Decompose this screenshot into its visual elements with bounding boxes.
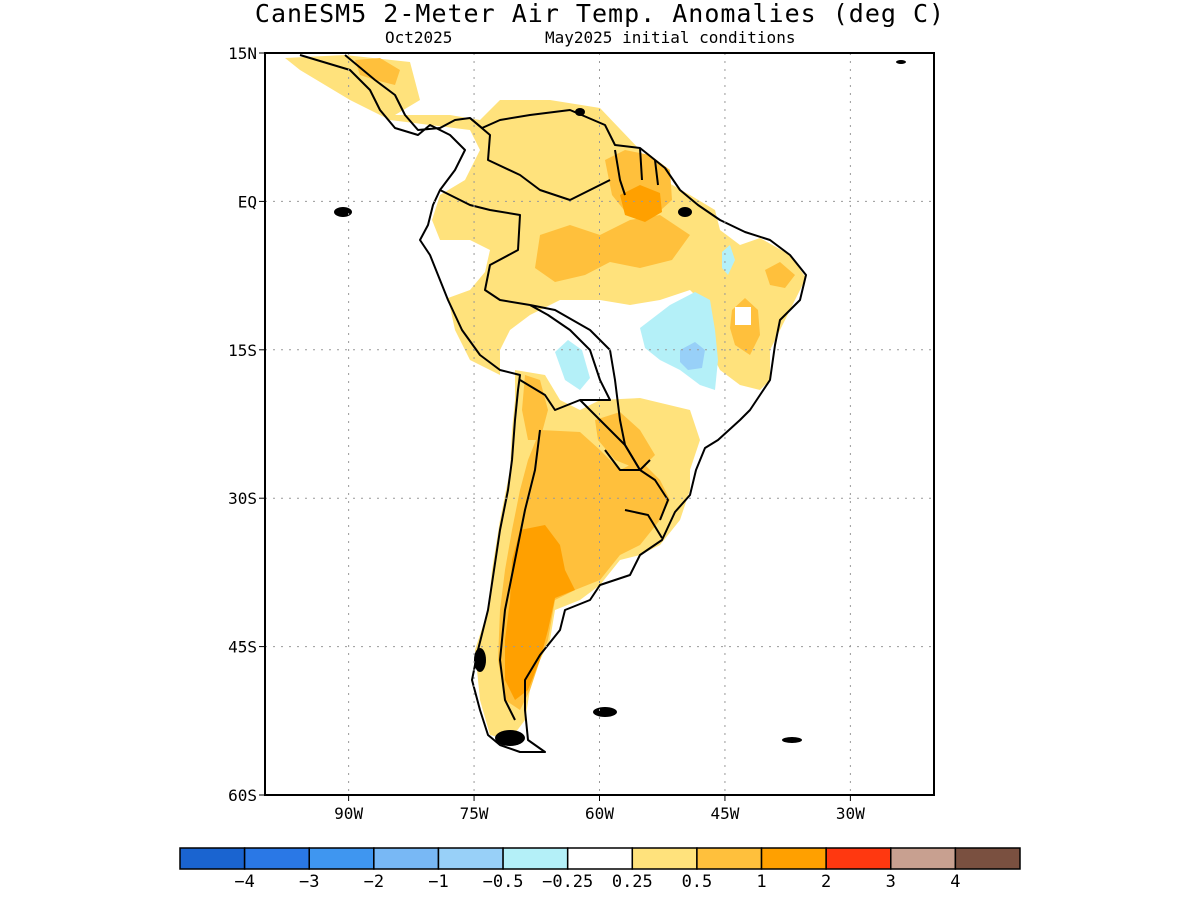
colorbar-label: 2 (821, 872, 831, 892)
colorbar-swatch (954, 847, 1021, 870)
lon-tick-label: 75W (460, 804, 489, 823)
anomaly-region-cool-bolivia (555, 340, 590, 390)
anomaly-region-cold-core (680, 342, 705, 370)
anomaly-region-caribbean (355, 58, 400, 85)
border-argentina-chile (499, 429, 541, 721)
anomaly-region-cool-central (640, 292, 718, 390)
lat-tick-label: 15S (228, 341, 257, 360)
island-tierra-del-fuego (495, 730, 525, 746)
colorbar-swatch (696, 847, 763, 870)
colorbar-swatch (825, 847, 892, 870)
colorbar-label: −2 (364, 872, 384, 892)
island-galapagos (334, 207, 352, 217)
lon-tick-label: 30W (836, 804, 865, 823)
map-frame (264, 52, 935, 796)
lat-tick-label: 45S (228, 638, 257, 657)
island-trinidad (575, 108, 585, 116)
colorbar: −4 −3 −2 −1 −0.5 −0.25 0.25 0.5 1 2 3 4 (179, 847, 1021, 892)
colorbar-swatch (566, 847, 634, 870)
anomaly-region-amapa (620, 185, 662, 222)
colorbar-label: −0.5 (483, 872, 524, 892)
colorbar-swatch (760, 847, 827, 870)
lat-tick-label: 15N (228, 44, 257, 63)
coastline-south-america (299, 54, 807, 753)
colorbar-label: 0.5 (682, 872, 713, 892)
forecast-month: Oct2025 (385, 28, 453, 47)
anomaly-region-cool-ceara (722, 245, 735, 275)
colorbar-swatch (179, 847, 246, 870)
colorbar-label: 4 (950, 872, 960, 892)
anomaly-region-amazon (535, 215, 690, 282)
colorbar-label: 3 (886, 872, 896, 892)
colorbar-swatch (890, 847, 957, 870)
island-south-georgia (782, 737, 802, 743)
anomaly-region-patagonia (505, 525, 575, 700)
map-title: CanESM5 2-Meter Air Temp. Anomalies (deg… (254, 0, 946, 28)
lat-tick-label: EQ (238, 192, 257, 211)
anomaly-region-northeast-brazil (765, 262, 795, 288)
lon-tick-label: 60W (585, 804, 614, 823)
coastlines (299, 54, 807, 753)
axis-labels: 15N EQ 15S 30S 45S 60S 90W 75W 60W 45W 30W (228, 44, 865, 823)
colorbar-label: 1 (756, 872, 766, 892)
border-andes (439, 189, 531, 306)
colorbar-swatch (308, 847, 375, 870)
island-chiloe (474, 648, 486, 672)
border-paraguay (579, 399, 641, 471)
initial-conditions-label: May2025 initial conditions (545, 28, 796, 47)
islands (334, 60, 906, 746)
border-guianas (614, 147, 659, 196)
border-peru-bolivia (519, 304, 611, 411)
lon-tick-label: 45W (710, 804, 739, 823)
colorbar-label: −1 (428, 872, 448, 892)
anomaly-region-andes-north (522, 375, 548, 440)
anomaly-fills (285, 55, 806, 740)
colorbar-swatch (373, 847, 440, 870)
colorbar-label: 0.25 (612, 872, 653, 892)
anomaly-region-neutral-patch (735, 307, 751, 325)
border-argentina-brazil (639, 469, 669, 521)
colorbar-swatch (631, 847, 698, 870)
lon-tick-label: 90W (334, 804, 363, 823)
colorbar-swatch (243, 847, 310, 870)
island-fernando (896, 60, 906, 64)
island-falklands (593, 707, 617, 717)
colorbar-label: −3 (299, 872, 319, 892)
border-venezuela-colombia (469, 117, 611, 201)
island-marajo (678, 207, 692, 217)
anomaly-region-northwest (285, 55, 806, 390)
colorbar-swatch (502, 847, 569, 870)
border-uruguay (624, 509, 663, 539)
colorbar-label: −0.25 (542, 872, 593, 892)
colorbar-swatch (437, 847, 504, 870)
colorbar-label: −4 (234, 872, 254, 892)
lat-tick-label: 30S (228, 489, 257, 508)
lat-tick-label: 60S (228, 786, 257, 805)
